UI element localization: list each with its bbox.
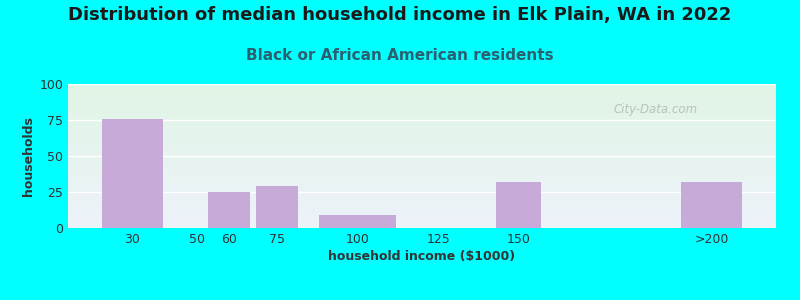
Bar	[256, 186, 298, 228]
Bar	[681, 182, 742, 228]
Y-axis label: households: households	[22, 116, 35, 196]
Text: Distribution of median household income in Elk Plain, WA in 2022: Distribution of median household income …	[68, 6, 732, 24]
Text: Black or African American residents: Black or African American residents	[246, 48, 554, 63]
Bar	[102, 118, 163, 228]
Bar	[319, 215, 396, 228]
Bar	[496, 182, 541, 228]
X-axis label: household income ($1000): household income ($1000)	[329, 250, 515, 263]
Text: City-Data.com: City-Data.com	[613, 103, 698, 116]
Bar	[208, 192, 250, 228]
